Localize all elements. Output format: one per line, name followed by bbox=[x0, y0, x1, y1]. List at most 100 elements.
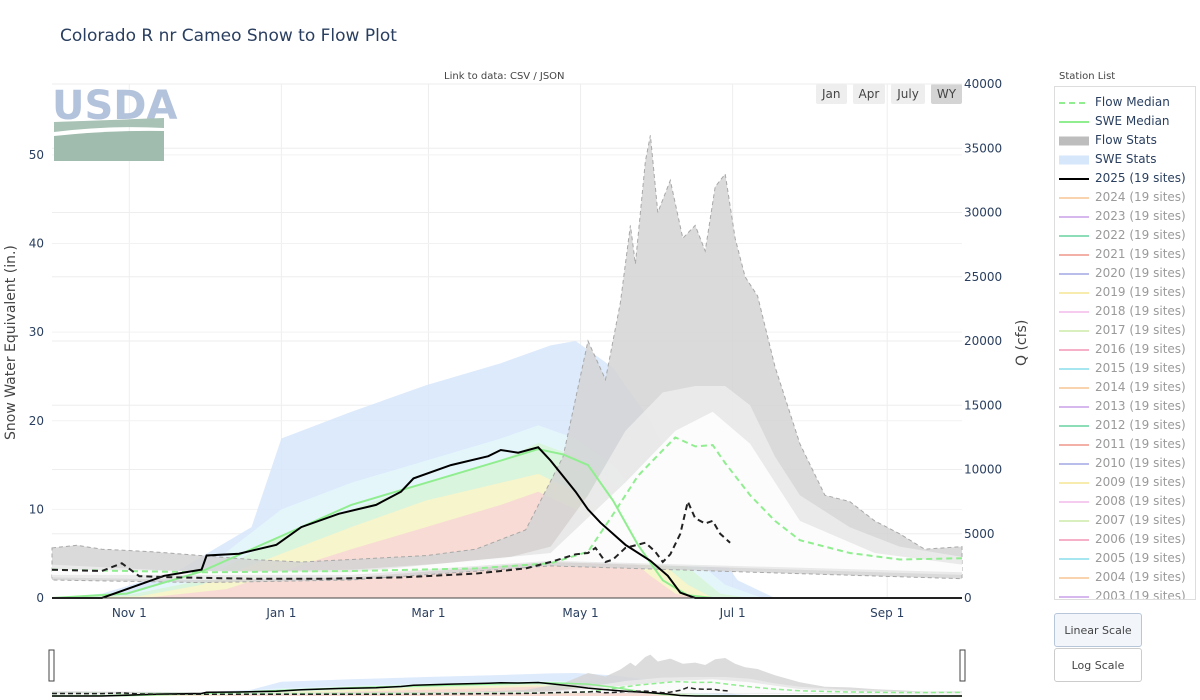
swe-band-p30 bbox=[52, 491, 962, 598]
legend-item[interactable]: 2009 (19 sites) bbox=[1055, 472, 1195, 491]
legend-swatch-icon bbox=[1059, 173, 1089, 183]
json-link[interactable]: JSON bbox=[539, 71, 565, 82]
legend-label: 2007 (19 sites) bbox=[1095, 512, 1186, 527]
legend-label: 2004 (19 sites) bbox=[1095, 569, 1186, 584]
legend-item[interactable]: 2021 (19 sites) bbox=[1055, 244, 1195, 263]
legend-swatch-icon bbox=[1059, 325, 1089, 335]
range-handle-left[interactable] bbox=[48, 649, 55, 682]
legend-item[interactable]: 2022 (19 sites) bbox=[1055, 225, 1195, 244]
legend-item[interactable]: 2012 (19 sites) bbox=[1055, 415, 1195, 434]
legend-label: Flow Stats bbox=[1095, 132, 1157, 147]
legend-label: 2023 (19 sites) bbox=[1095, 208, 1186, 223]
legend-item[interactable]: 2015 (19 sites) bbox=[1055, 358, 1195, 377]
range-flow-median bbox=[51, 680, 963, 695]
legend-item[interactable]: 2007 (19 sites) bbox=[1055, 510, 1195, 529]
y-tick-label: 0 bbox=[36, 591, 44, 605]
legend-label: 2012 (19 sites) bbox=[1095, 417, 1186, 432]
x-tick-label: Sep 1 bbox=[870, 606, 904, 620]
legend-item[interactable]: 2024 (19 sites) bbox=[1055, 187, 1195, 206]
y2-tick-label: 0 bbox=[964, 591, 972, 605]
legend-item[interactable]: 2005 (19 sites) bbox=[1055, 548, 1195, 567]
range-swe-2025 bbox=[52, 681, 962, 697]
legend-label: 2005 (19 sites) bbox=[1095, 550, 1186, 565]
grid-lines bbox=[52, 83, 962, 599]
range-slider bbox=[48, 649, 966, 697]
legend-label: 2011 (19 sites) bbox=[1095, 436, 1186, 451]
legend-swatch-icon bbox=[1059, 572, 1089, 582]
y2-tick-label: 30000 bbox=[964, 206, 1002, 220]
range-swe-band bbox=[52, 680, 962, 696]
legend-label: SWE Stats bbox=[1095, 151, 1157, 166]
legend-item[interactable]: 2023 (19 sites) bbox=[1055, 206, 1195, 225]
y-tick-label: 30 bbox=[29, 325, 44, 339]
legend-label: 2018 (19 sites) bbox=[1095, 303, 1186, 318]
legend-label: 2024 (19 sites) bbox=[1095, 189, 1186, 204]
data-link-prefix: Link to data: bbox=[444, 71, 507, 82]
legend-item[interactable]: 2003 (19 sites) bbox=[1055, 586, 1195, 600]
y2-tick-label: 40000 bbox=[964, 77, 1002, 91]
legend-label: 2014 (19 sites) bbox=[1095, 379, 1186, 394]
line-layer bbox=[51, 436, 963, 599]
legend-label: 2009 (19 sites) bbox=[1095, 474, 1186, 489]
legend-item[interactable]: 2011 (19 sites) bbox=[1055, 434, 1195, 453]
range-swe-band bbox=[52, 673, 962, 696]
y2-tick-label: 10000 bbox=[964, 463, 1002, 477]
legend-item[interactable]: 2014 (19 sites) bbox=[1055, 377, 1195, 396]
log-scale-button[interactable]: Log Scale bbox=[1054, 648, 1142, 682]
csv-link[interactable]: CSV bbox=[509, 71, 531, 82]
legend-item[interactable]: 2013 (19 sites) bbox=[1055, 396, 1195, 415]
page-title: Colorado R nr Cameo Snow to Flow Plot bbox=[60, 26, 397, 46]
flow-band-p90 bbox=[52, 386, 962, 580]
legend-label: 2021 (19 sites) bbox=[1095, 246, 1186, 261]
legend-swatch-icon bbox=[1059, 211, 1089, 221]
legend-swatch-icon bbox=[1059, 344, 1089, 354]
legend-item[interactable]: 2008 (19 sites) bbox=[1055, 491, 1195, 510]
range-button-apr[interactable]: Apr bbox=[852, 84, 886, 104]
x-tick-label: Jan 1 bbox=[265, 606, 296, 620]
legend-item[interactable]: 2017 (19 sites) bbox=[1055, 320, 1195, 339]
legend-swatch-icon bbox=[1059, 420, 1089, 430]
legend-item[interactable]: 2004 (19 sites) bbox=[1055, 567, 1195, 586]
link-separator: / bbox=[530, 71, 540, 82]
legend-item[interactable]: 2019 (19 sites) bbox=[1055, 282, 1195, 301]
y-tick-label: 10 bbox=[29, 502, 44, 516]
legend-label: 2010 (19 sites) bbox=[1095, 455, 1186, 470]
legend-swatch-icon bbox=[1059, 382, 1089, 392]
legend-item[interactable]: 2006 (19 sites) bbox=[1055, 529, 1195, 548]
legend-swatch-icon bbox=[1059, 553, 1089, 563]
legend-swatch-icon bbox=[1059, 591, 1089, 600]
x-tick-label: Nov 1 bbox=[112, 606, 147, 620]
legend-item[interactable]: SWE Median bbox=[1055, 111, 1195, 130]
legend-swatch-icon bbox=[1059, 363, 1089, 373]
legend-swatch-icon bbox=[1059, 401, 1089, 411]
y2-tick-label: 15000 bbox=[964, 398, 1002, 412]
y-tick-label: 20 bbox=[29, 414, 44, 428]
legend-swatch-icon bbox=[1059, 230, 1089, 240]
legend-label: 2025 (19 sites) bbox=[1095, 170, 1186, 185]
swe-2025-line bbox=[52, 446, 962, 599]
range-button-wy[interactable]: WY bbox=[930, 84, 963, 104]
legend-item[interactable]: SWE Stats bbox=[1055, 149, 1195, 168]
station-legend: Flow Median SWE Median Flow Stats SWE Stats… bbox=[1054, 86, 1196, 600]
range-handle-right[interactable] bbox=[959, 649, 966, 682]
legend-swatch-icon bbox=[1059, 458, 1089, 468]
range-background[interactable] bbox=[52, 650, 962, 696]
linear-scale-button[interactable]: Linear Scale bbox=[1054, 613, 1142, 647]
range-selector: Jan Apr July WY bbox=[816, 84, 963, 104]
range-flow-band bbox=[52, 679, 962, 694]
legend-item[interactable]: 2020 (19 sites) bbox=[1055, 263, 1195, 282]
legend-item[interactable]: 2016 (19 sites) bbox=[1055, 339, 1195, 358]
legend-item[interactable]: 2010 (19 sites) bbox=[1055, 453, 1195, 472]
legend-item[interactable]: Flow Median bbox=[1055, 92, 1195, 111]
flow-band-max bbox=[51, 135, 963, 584]
range-button-july[interactable]: July bbox=[891, 84, 925, 104]
legend-swatch-icon bbox=[1059, 439, 1089, 449]
legend-item[interactable]: Flow Stats bbox=[1055, 130, 1195, 149]
legend-label: 2019 (19 sites) bbox=[1095, 284, 1186, 299]
legend-item[interactable]: 2018 (19 sites) bbox=[1055, 301, 1195, 320]
legend-label: 2015 (19 sites) bbox=[1095, 360, 1186, 375]
range-button-jan[interactable]: Jan bbox=[816, 84, 847, 104]
range-flow-band bbox=[52, 677, 962, 695]
legend-swatch-icon bbox=[1059, 192, 1089, 202]
legend-item[interactable]: 2025 (19 sites) bbox=[1055, 168, 1195, 187]
